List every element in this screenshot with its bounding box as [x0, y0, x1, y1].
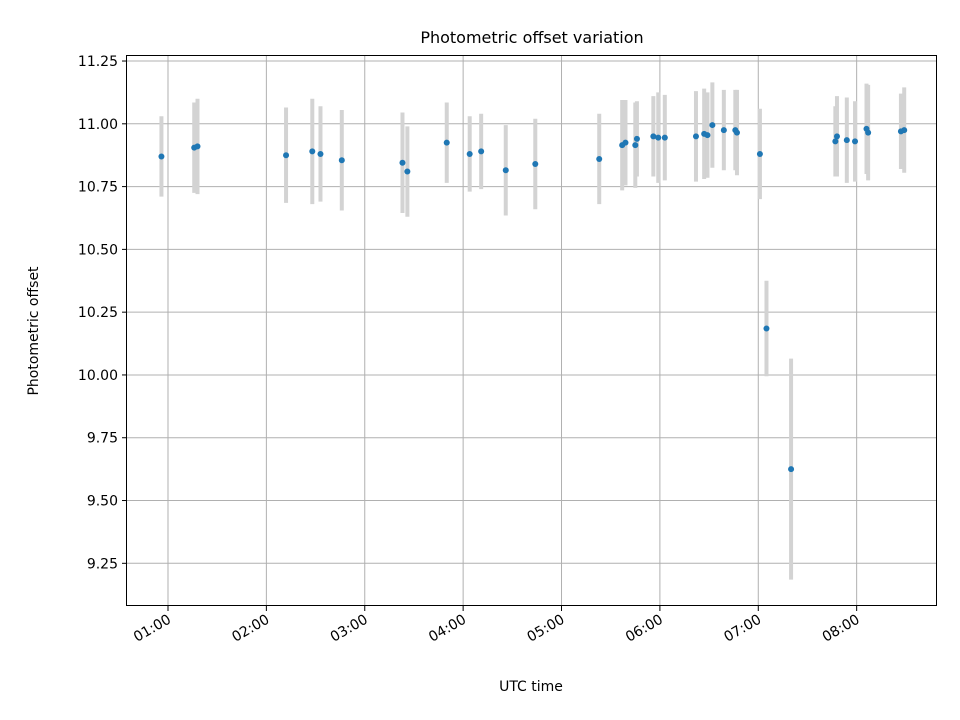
- data-point: [756, 150, 763, 157]
- data-point: [655, 134, 662, 141]
- data-point: [478, 148, 485, 155]
- y-tick-label: 9.25: [87, 556, 118, 572]
- data-point: [901, 127, 908, 134]
- data-point: [733, 129, 740, 136]
- data-point: [443, 139, 450, 146]
- data-points: [158, 122, 908, 473]
- data-point: [704, 132, 711, 139]
- data-point: [661, 134, 668, 141]
- data-point: [833, 133, 840, 140]
- chart-title: Photometric offset variation: [420, 28, 643, 47]
- plot-frame: [126, 55, 937, 606]
- data-point: [763, 325, 770, 332]
- data-point: [338, 157, 345, 164]
- y-tick-label: 10.25: [78, 305, 118, 321]
- data-point: [317, 150, 324, 157]
- y-axis-ticks: 9.25 9.50 9.75 10.00 10.25 10.50 10.75 11.00 11.…: [78, 54, 127, 572]
- data-point: [622, 139, 629, 146]
- data-point: [466, 150, 473, 157]
- y-tick-label: 11.25: [78, 54, 118, 70]
- data-point: [502, 167, 509, 174]
- data-point: [633, 135, 640, 142]
- y-axis-label: Photometric offset: [26, 266, 42, 396]
- y-tick-label: 10.75: [78, 180, 118, 196]
- data-point: [692, 133, 699, 140]
- data-point: [832, 138, 839, 145]
- data-point: [843, 137, 850, 144]
- data-point: [399, 159, 406, 166]
- y-tick-label: 9.75: [87, 431, 118, 447]
- data-point: [632, 142, 639, 149]
- data-point: [158, 153, 165, 160]
- y-tick-label: 10.50: [78, 242, 118, 258]
- data-point: [404, 168, 411, 175]
- data-point: [596, 155, 603, 162]
- y-tick-label: 9.50: [87, 494, 118, 510]
- data-point: [852, 138, 859, 145]
- data-point: [650, 133, 657, 140]
- data-point: [309, 148, 316, 155]
- data-point: [709, 122, 716, 129]
- data-point: [788, 466, 795, 473]
- data-point: [720, 127, 727, 134]
- y-tick-label: 10.00: [78, 368, 118, 384]
- data-point: [865, 129, 872, 136]
- data-point: [194, 143, 201, 150]
- data-point: [283, 152, 290, 159]
- data-point: [532, 160, 539, 167]
- y-tick-label: 11.00: [78, 117, 118, 133]
- x-axis-label: UTC time: [499, 679, 563, 695]
